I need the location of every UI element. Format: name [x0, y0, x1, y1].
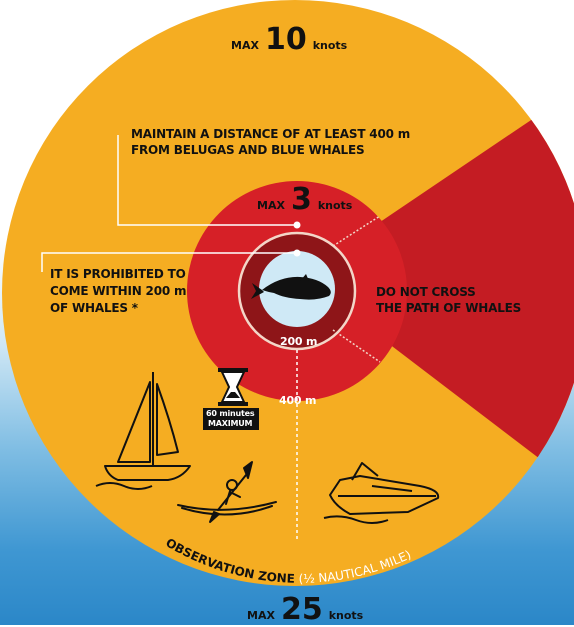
rule-prohibited-200m-line3: OF WHALES *	[50, 301, 138, 315]
speed-value: 10	[264, 22, 307, 57]
path-line-lower	[332, 329, 381, 363]
zone-200m-border	[237, 231, 357, 351]
whale-icon	[251, 274, 331, 300]
ring-label-400m: 400 m	[279, 394, 317, 407]
whale-path-wedge	[300, 60, 574, 520]
speed-value: 3	[290, 182, 312, 217]
speed-max-label: MAX	[247, 609, 275, 622]
leader-line-200m	[41, 249, 301, 272]
rule-prohibited-200m-line1: IT IS PROHIBITED TO	[50, 267, 186, 281]
speed-unit: knots	[328, 609, 364, 622]
timer-label-line1: 60 minutes	[206, 409, 255, 418]
speed-value: 25	[280, 592, 323, 627]
rule-prohibited-200m-line2: COME WITHIN 200 m	[50, 284, 187, 298]
speed-limit-bottom: MAX 25 knots	[247, 595, 363, 625]
speed-unit: knots	[317, 199, 353, 212]
timer-label-line2: MAXIMUM	[208, 419, 253, 428]
path-line-upper	[332, 215, 381, 247]
ring-label-200m: 200 m	[280, 335, 318, 348]
speed-max-label: MAX	[257, 199, 285, 212]
rule-distance-400m-line1: MAINTAIN A DISTANCE OF AT LEAST 400 m	[131, 127, 411, 141]
hourglass-icon	[203, 368, 259, 430]
speed-unit: knots	[312, 39, 348, 52]
motorboat-icon	[323, 462, 440, 524]
speed-limit-inner: MAX 3 knots	[257, 185, 352, 215]
rule-do-not-cross-line2: THE PATH OF WHALES	[376, 301, 522, 315]
sailboat-icon	[95, 372, 191, 490]
rule-do-not-cross-line1: DO NOT CROSS	[376, 285, 476, 299]
speed-max-label: MAX	[231, 39, 259, 52]
kayak-icon	[177, 461, 277, 523]
rule-distance-400m-line2: FROM BELUGAS AND BLUE WHALES	[131, 143, 365, 157]
leader-line-400m	[117, 135, 301, 229]
speed-limit-outer: MAX 10 knots	[231, 25, 347, 55]
